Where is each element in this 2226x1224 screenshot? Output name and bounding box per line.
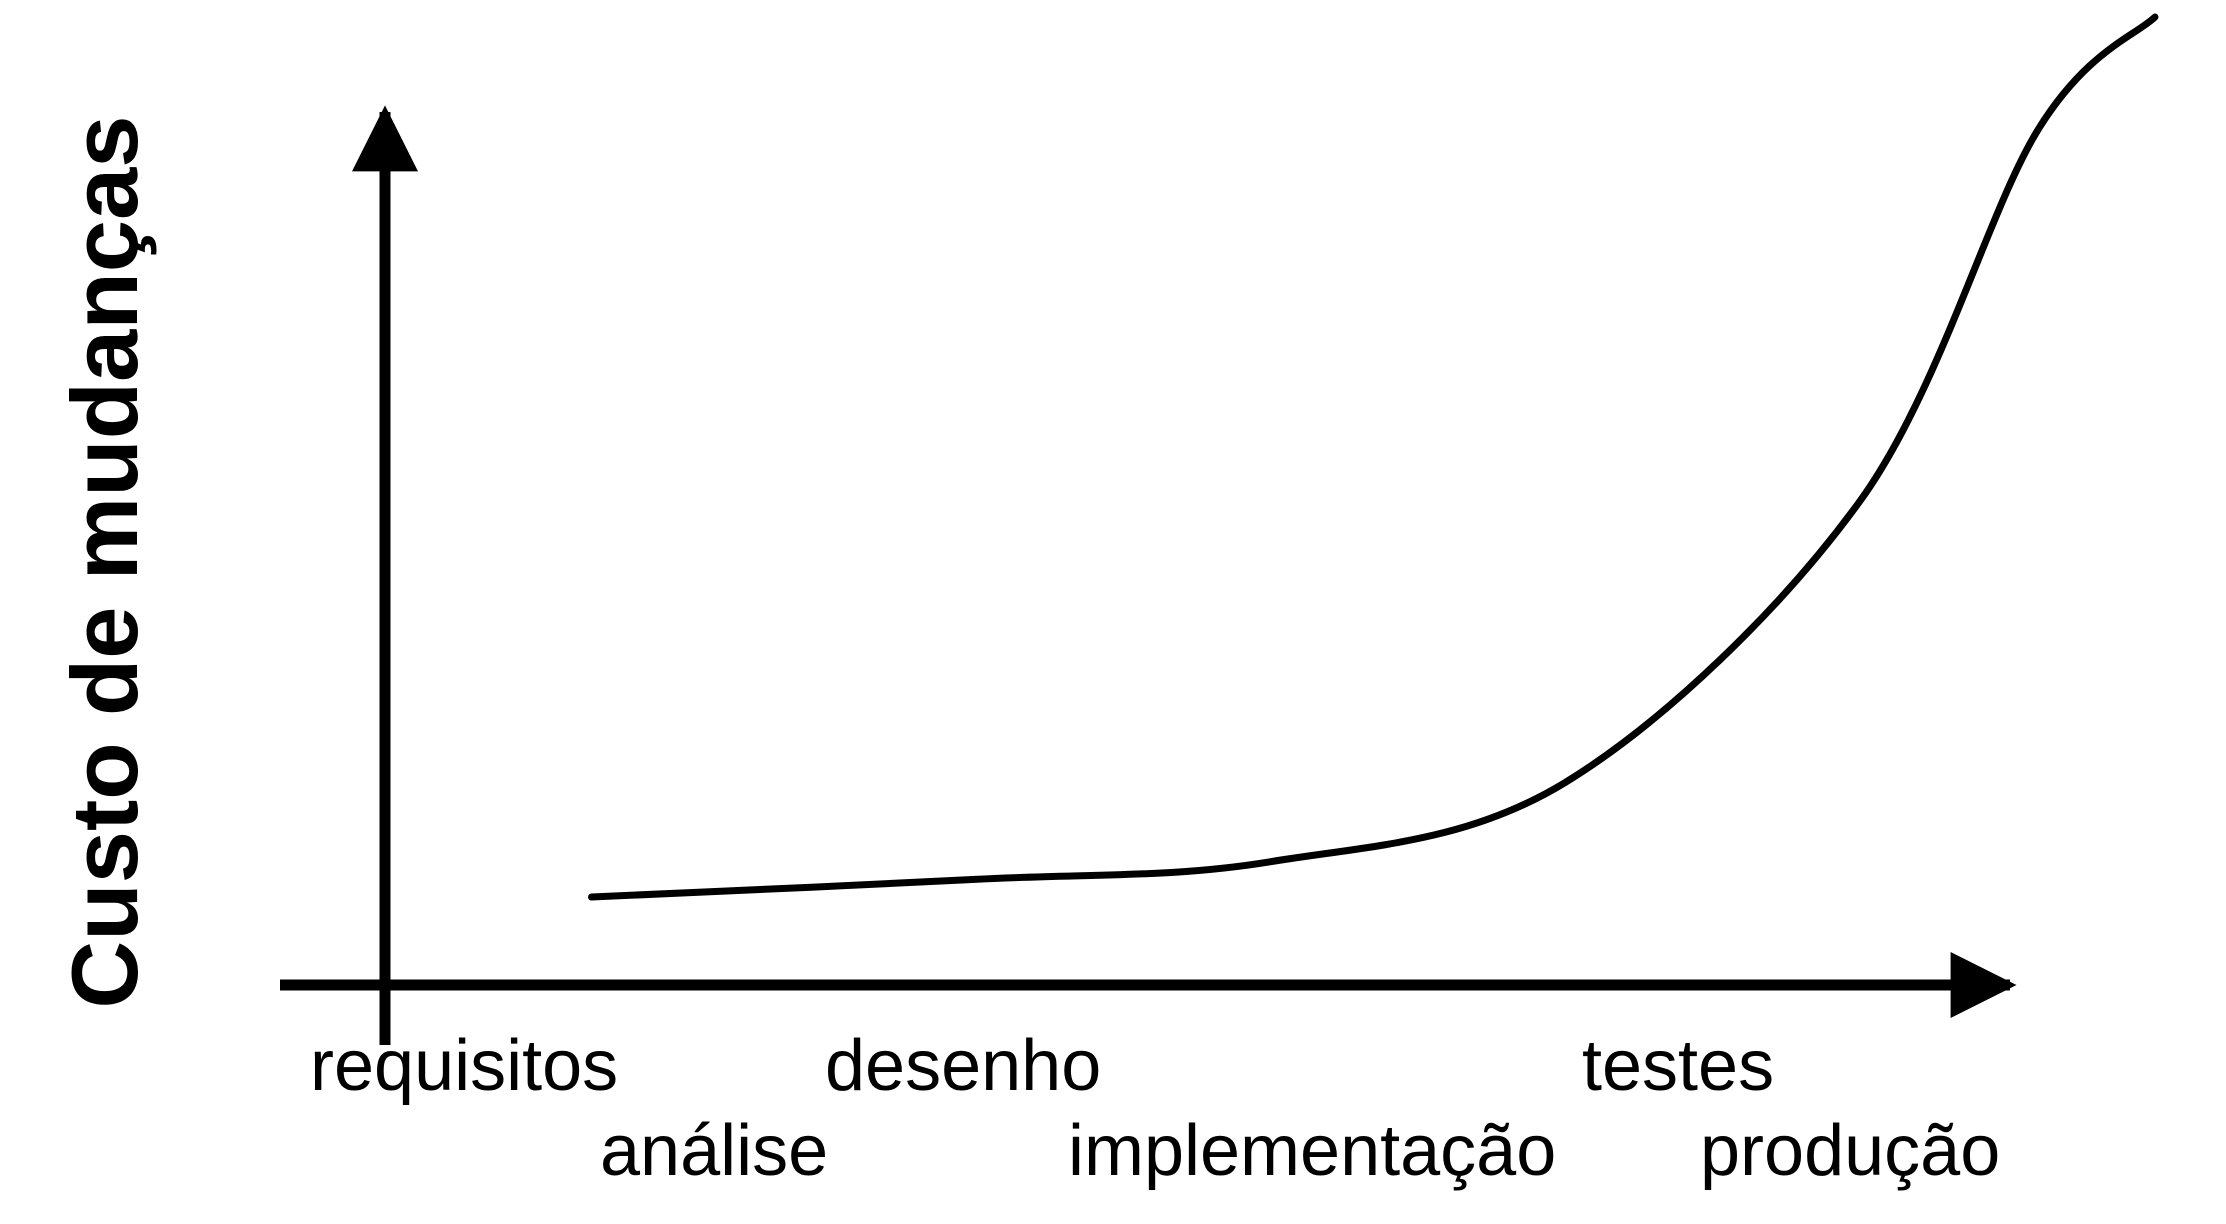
x-tick-label: implementação (1068, 1111, 1556, 1191)
x-tick-label: produção (1700, 1111, 2000, 1191)
y-axis-label: Custo de mudanças (52, 115, 157, 1008)
x-tick-label: análise (600, 1111, 828, 1191)
x-tick-label: testes (1582, 1026, 1774, 1106)
series-line-path (588, 13, 2159, 901)
series-line (588, 13, 2159, 901)
x-tick-label: requisitos (310, 1026, 618, 1106)
x-tick-label: desenho (825, 1026, 1101, 1106)
